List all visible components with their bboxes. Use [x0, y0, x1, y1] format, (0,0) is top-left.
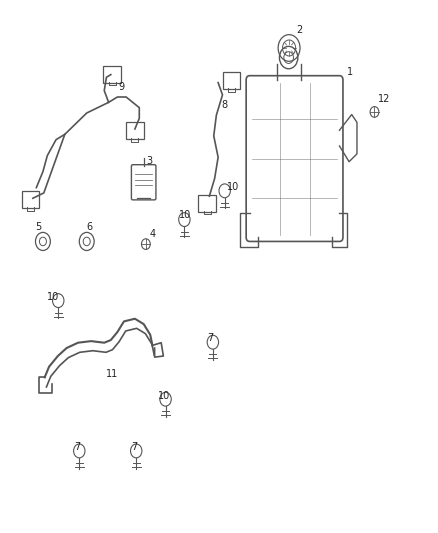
- Text: 12: 12: [378, 94, 390, 104]
- Text: 2: 2: [297, 25, 303, 35]
- Text: 7: 7: [208, 333, 214, 343]
- Text: 4: 4: [150, 229, 156, 239]
- Text: 3: 3: [146, 156, 152, 166]
- Text: 10: 10: [47, 292, 60, 302]
- Text: 10: 10: [179, 210, 191, 220]
- Text: 10: 10: [158, 391, 170, 401]
- Text: 8: 8: [222, 100, 228, 110]
- Text: 7: 7: [131, 442, 137, 452]
- Text: 5: 5: [35, 222, 41, 232]
- Text: 11: 11: [106, 369, 119, 379]
- Text: 9: 9: [118, 82, 124, 92]
- Text: 10: 10: [227, 182, 239, 192]
- Text: 7: 7: [74, 442, 80, 452]
- Text: 1: 1: [347, 67, 353, 77]
- Text: 6: 6: [87, 222, 93, 232]
